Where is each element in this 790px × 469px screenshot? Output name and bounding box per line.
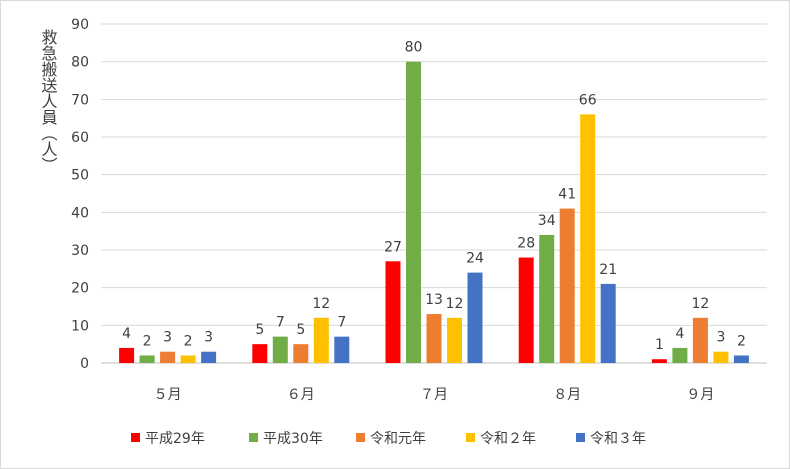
y-axis-label: 救急搬送人員（人） [39,29,58,173]
legend: 平成29年 平成30年 令和元年 令和２年 令和３年 [131,431,646,447]
data-label: 80 [405,40,423,56]
bar [651,359,667,363]
bar [539,234,555,363]
y-tick-label: 20 [71,281,89,297]
data-label: 3 [163,330,172,346]
legend-label: 令和元年 [370,431,426,447]
bar [467,272,483,363]
data-label: 2 [184,333,193,349]
bar [713,351,729,363]
y-tick-label: 0 [80,356,89,372]
bar [293,344,309,363]
bar [201,351,217,363]
legend-label: 平成30年 [263,431,323,447]
bar [180,355,196,363]
x-category-label: ８月 [553,387,581,403]
legend-swatch [131,433,140,442]
legend-label: 令和３年 [590,431,646,447]
y-tick-label: 40 [71,205,89,221]
data-label: 27 [384,239,402,255]
data-label: 12 [312,296,330,312]
data-label: 41 [558,187,576,203]
data-label: 4 [122,326,131,342]
y-tick-label: 50 [71,168,89,184]
bar [672,347,688,363]
data-label: 12 [446,296,464,312]
data-label: 1 [655,337,664,353]
data-label: 3 [204,330,213,346]
bar [518,257,534,363]
data-label: 7 [276,315,285,331]
x-category-label: ６月 [287,387,315,403]
bar [426,314,442,363]
bars [119,61,749,364]
data-label: 2 [737,333,746,349]
y-tick-label: 90 [71,17,89,33]
bar [733,355,749,363]
bar [313,317,329,363]
legend-label: 平成29年 [145,431,205,447]
y-tick-label: 60 [71,130,89,146]
bar [692,317,708,363]
bar [119,347,135,363]
x-axis-categories: ５月 ６月 ７月 ８月 ９月 [154,387,715,403]
bar [252,344,268,363]
bar [385,261,401,363]
bar [160,351,176,363]
x-category-label: ５月 [154,387,182,403]
y-tick-label: 80 [71,55,89,71]
data-label: 12 [691,296,709,312]
y-tick-label: 70 [71,92,89,108]
legend-swatch [356,433,365,442]
bar [272,336,288,363]
y-axis-title: 救急搬送人員（人） [39,29,58,173]
bar [447,317,462,363]
legend-swatch [466,433,475,442]
data-label: 13 [425,292,443,308]
data-label: 5 [296,322,305,338]
y-tick-label: 10 [71,318,89,334]
data-label: 2 [143,333,152,349]
data-label: 5 [255,322,264,338]
y-axis-ticks: 0 10 20 30 40 50 60 70 80 90 [71,17,89,372]
data-label: 21 [599,262,617,278]
bar [580,114,596,364]
data-label: 4 [675,326,684,342]
x-category-label: ７月 [420,387,448,403]
bar [139,355,155,363]
bar [600,283,616,363]
data-label: 34 [538,213,556,229]
data-label: 28 [517,236,535,252]
legend-swatch [576,433,585,442]
bar [559,208,575,363]
data-label: 7 [337,315,346,331]
data-label: 3 [716,330,725,346]
x-category-label: ９月 [686,387,714,403]
data-label: 66 [579,92,597,108]
legend-swatch [249,433,258,442]
gridlines [101,23,767,364]
data-label: 24 [466,251,484,267]
bar [334,336,350,363]
bar [406,61,421,364]
legend-label: 令和２年 [480,431,536,447]
y-tick-label: 30 [71,243,89,259]
